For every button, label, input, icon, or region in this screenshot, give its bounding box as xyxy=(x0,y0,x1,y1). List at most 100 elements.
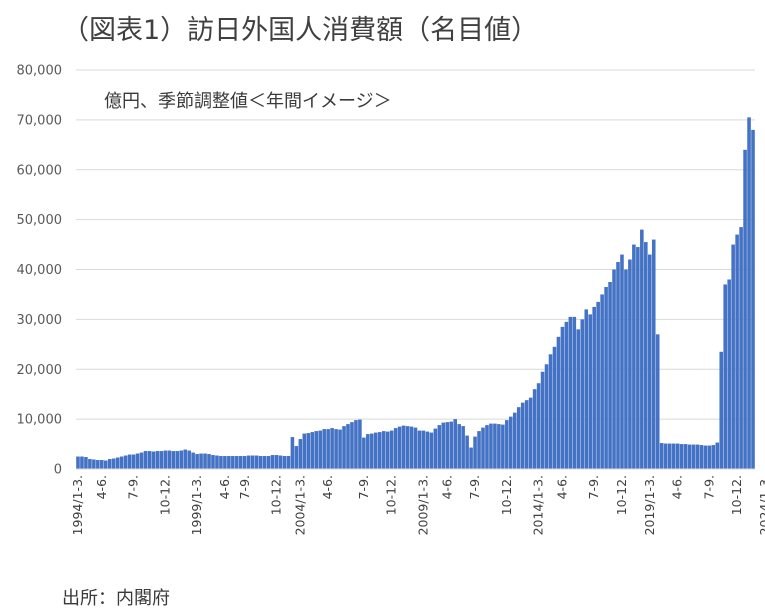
bar xyxy=(544,364,549,469)
bar xyxy=(477,431,481,469)
bar xyxy=(604,286,608,469)
bar xyxy=(481,427,485,469)
bar xyxy=(413,427,418,469)
bar xyxy=(536,383,541,469)
y-tick-label: 30,000 xyxy=(17,313,63,328)
x-tick-label: 2014/1-3. xyxy=(531,475,546,535)
bar xyxy=(405,426,410,469)
bar xyxy=(743,149,747,470)
bar xyxy=(231,456,235,469)
bar xyxy=(655,334,660,469)
bar xyxy=(223,456,227,469)
bar xyxy=(389,430,394,469)
bar xyxy=(235,456,239,469)
bar xyxy=(366,434,370,469)
bar xyxy=(576,329,581,469)
bar xyxy=(100,460,104,469)
x-tick-label: 1994/1-3. xyxy=(70,475,85,535)
bar xyxy=(703,445,708,469)
bar xyxy=(449,421,454,469)
bar xyxy=(107,459,112,469)
bar xyxy=(310,432,315,469)
bar xyxy=(254,455,259,469)
bar xyxy=(707,445,712,469)
bar xyxy=(203,453,207,469)
x-axis-tick-labels: 1994/1-3. 4-6. 7-9. 10-12. 1999/1-3. 4-6. 7-9.… xyxy=(70,475,765,535)
bar xyxy=(473,436,477,469)
bar xyxy=(560,326,565,469)
bar xyxy=(227,456,231,469)
bar xyxy=(151,451,156,469)
bar xyxy=(179,450,184,469)
bar xyxy=(699,445,704,469)
x-tick-label: 10-12. xyxy=(499,475,514,515)
bar xyxy=(306,433,311,469)
bar xyxy=(239,456,243,469)
bar xyxy=(362,437,366,469)
bar xyxy=(572,316,577,469)
bar xyxy=(135,453,140,469)
bar xyxy=(659,443,664,469)
bar xyxy=(441,422,446,469)
y-axis-tick-labels: 0 10,000 20,000 30,000 40,000 50,000 60,000 70,… xyxy=(17,64,63,478)
bar xyxy=(711,445,716,469)
bar xyxy=(691,444,696,469)
bar xyxy=(270,455,275,469)
bar xyxy=(679,444,684,469)
bar xyxy=(377,432,382,469)
bar xyxy=(286,456,291,469)
bar xyxy=(219,456,223,469)
bar xyxy=(163,450,168,469)
y-tick-label: 40,000 xyxy=(17,263,63,278)
bar xyxy=(552,346,557,469)
bar xyxy=(616,262,620,469)
bar xyxy=(723,284,727,469)
bar xyxy=(747,117,751,469)
bar xyxy=(266,456,271,469)
bar xyxy=(493,423,497,469)
bar xyxy=(548,354,553,469)
bar xyxy=(640,229,644,469)
bar xyxy=(671,443,676,469)
bar xyxy=(592,306,596,469)
y-tick-label: 0 xyxy=(54,463,62,478)
bar xyxy=(719,351,724,469)
x-tick-label: 1999/1-3. xyxy=(189,475,204,535)
bar xyxy=(139,452,144,469)
bar xyxy=(437,425,442,469)
bar xyxy=(433,428,438,469)
bar xyxy=(528,397,533,469)
bar xyxy=(334,429,338,469)
bar xyxy=(687,444,692,469)
bar xyxy=(215,455,219,469)
bar xyxy=(715,442,720,469)
bar xyxy=(739,227,743,469)
bar xyxy=(624,269,628,469)
bar xyxy=(111,458,116,469)
bar xyxy=(187,450,191,469)
bar xyxy=(318,430,322,469)
bar xyxy=(191,452,195,469)
bar xyxy=(461,426,465,469)
x-tick-label: 10-12. xyxy=(157,475,172,515)
bar xyxy=(401,425,406,469)
bar xyxy=(667,443,672,469)
bar-series xyxy=(76,117,755,470)
bar xyxy=(282,456,287,469)
bar xyxy=(683,444,688,469)
y-tick-label: 60,000 xyxy=(17,163,63,178)
bar xyxy=(469,447,473,469)
bar xyxy=(294,446,299,469)
unit-note: 億円、季節調整値＜年間イメージ＞ xyxy=(104,91,392,112)
y-tick-label: 50,000 xyxy=(17,213,63,228)
bar xyxy=(580,319,585,470)
bar xyxy=(302,433,307,469)
bar xyxy=(524,400,529,469)
bar xyxy=(651,239,656,469)
bar xyxy=(298,439,303,469)
bar xyxy=(489,423,493,469)
bar xyxy=(453,419,457,470)
bar xyxy=(564,321,569,469)
x-tick-label: 4-6. xyxy=(320,475,335,499)
bar xyxy=(628,259,632,469)
